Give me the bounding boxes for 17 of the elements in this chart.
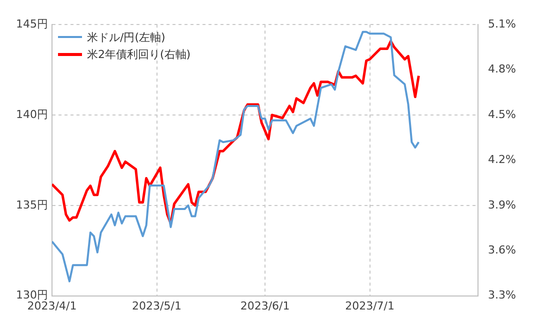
y-tick-label: 135円 xyxy=(16,198,48,212)
y-tick-label: 145円 xyxy=(16,17,48,30)
y2-tick-label: 4.5% xyxy=(488,108,516,121)
x-tick-label: 2023/5/1 xyxy=(132,299,182,312)
y-tick-label: 140円 xyxy=(16,108,48,121)
legend-label: 米2年債利回り(右軸) xyxy=(86,46,191,63)
x-tick-label: 2023/4/1 xyxy=(27,299,77,312)
y2-tick-label: 5.1% xyxy=(488,17,516,30)
y2-tick-label: 3.9% xyxy=(488,198,516,212)
y-tick-label: 130円 xyxy=(16,288,48,302)
y2-tick-label: 4.2% xyxy=(488,153,516,166)
x-tick-label: 2023/7/1 xyxy=(345,299,394,312)
y2-tick-label: 3.3% xyxy=(488,288,516,302)
legend-label: 米ドル/円(左軸) xyxy=(86,30,166,46)
x-tick-label: 2023/6/1 xyxy=(240,299,290,312)
y2-tick-label: 4.8% xyxy=(488,62,516,76)
y2-tick-label: 3.6% xyxy=(488,243,516,256)
